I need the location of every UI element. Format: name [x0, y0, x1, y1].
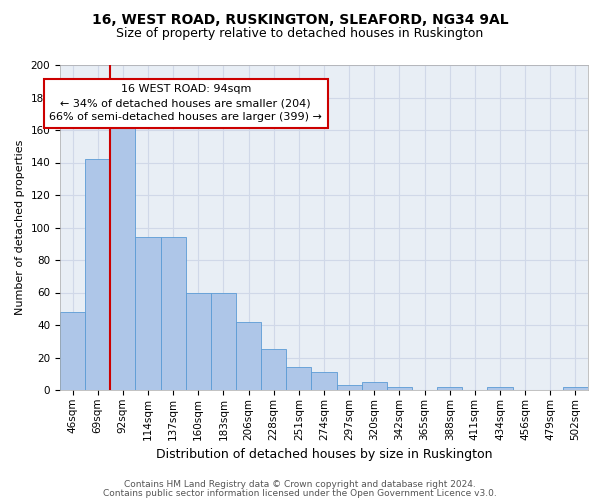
Bar [387, 387, 412, 390]
Bar [136, 238, 161, 390]
Bar [261, 350, 286, 390]
Bar [362, 382, 387, 390]
Bar [186, 292, 211, 390]
Bar [286, 367, 311, 390]
Bar [236, 322, 261, 390]
Bar [211, 292, 236, 390]
Bar [337, 385, 362, 390]
X-axis label: Distribution of detached houses by size in Ruskington: Distribution of detached houses by size … [156, 448, 492, 461]
Bar [563, 387, 588, 390]
Bar [60, 312, 85, 390]
Bar [110, 126, 136, 390]
Y-axis label: Number of detached properties: Number of detached properties [15, 140, 25, 315]
Bar [311, 372, 337, 390]
Text: Contains HM Land Registry data © Crown copyright and database right 2024.: Contains HM Land Registry data © Crown c… [124, 480, 476, 489]
Text: Contains public sector information licensed under the Open Government Licence v3: Contains public sector information licen… [103, 488, 497, 498]
Text: Size of property relative to detached houses in Ruskington: Size of property relative to detached ho… [116, 28, 484, 40]
Bar [487, 387, 512, 390]
Text: 16 WEST ROAD: 94sqm
← 34% of detached houses are smaller (204)
66% of semi-detac: 16 WEST ROAD: 94sqm ← 34% of detached ho… [49, 84, 322, 122]
Bar [161, 238, 186, 390]
Bar [437, 387, 462, 390]
Bar [85, 159, 110, 390]
Text: 16, WEST ROAD, RUSKINGTON, SLEAFORD, NG34 9AL: 16, WEST ROAD, RUSKINGTON, SLEAFORD, NG3… [92, 12, 508, 26]
